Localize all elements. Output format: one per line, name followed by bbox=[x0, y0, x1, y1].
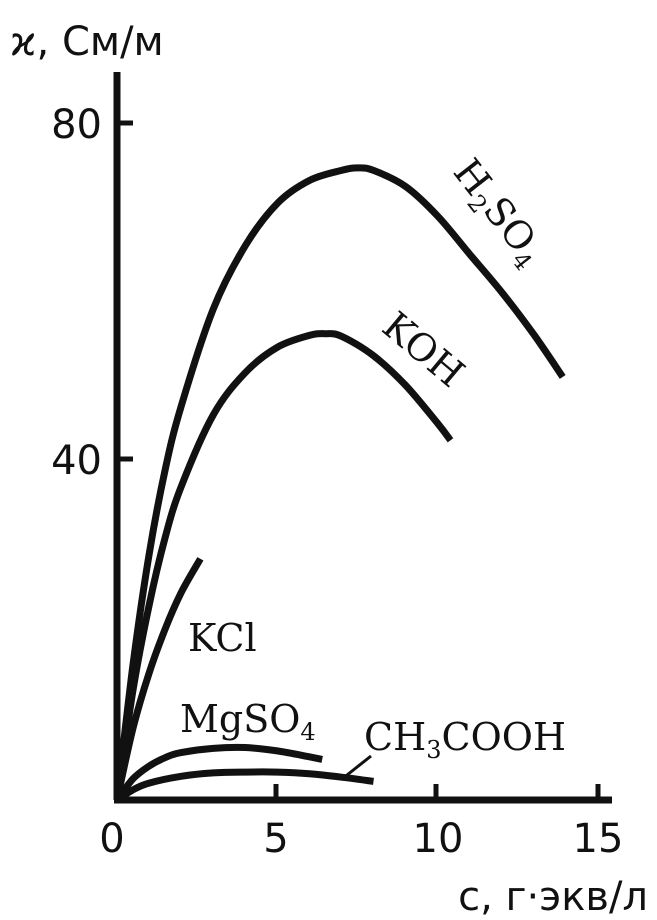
mgso4-label-main: MgSO bbox=[180, 697, 300, 741]
series-curve-ch3cooh bbox=[115, 768, 374, 803]
ch3cooh-label-mid: COOH bbox=[442, 715, 567, 759]
x-tick-label-0: 0 bbox=[99, 816, 124, 862]
series-label-h2so4: H2SO4 bbox=[441, 150, 554, 275]
x-axis-label: c, г·экв/л bbox=[458, 874, 648, 920]
series-label-kcl: KCl bbox=[188, 616, 257, 660]
y-axis-ticks: 40 80 bbox=[51, 102, 133, 484]
y-axis-label: ϰ, См/м bbox=[10, 19, 164, 65]
x-tick-label-10: 10 bbox=[413, 816, 464, 862]
x-tick-label-15: 15 bbox=[573, 816, 624, 862]
y-tick-label-80: 80 bbox=[51, 102, 102, 148]
series-curve-h2so4 bbox=[113, 164, 566, 801]
series-label-mgso4: MgSO4 bbox=[180, 697, 316, 746]
series-curves bbox=[113, 164, 566, 803]
x-tick-label-5: 5 bbox=[263, 816, 288, 862]
series-curve-kcl bbox=[113, 557, 204, 801]
mgso4-label-sub: 4 bbox=[300, 718, 315, 746]
x-axis-ticks: 0 5 10 15 bbox=[99, 784, 623, 862]
ch3cooh-label-main: CH bbox=[364, 715, 426, 759]
series-label-koh: KOH bbox=[374, 303, 473, 396]
ch3cooh-label-sub: 3 bbox=[426, 736, 441, 764]
h2so4-label-main: H bbox=[445, 150, 500, 203]
ch3cooh-leader-line bbox=[341, 754, 372, 781]
y-tick-label-40: 40 bbox=[51, 438, 102, 484]
series-curve-koh bbox=[113, 330, 454, 801]
series-label-ch3cooh: CH3COOH bbox=[364, 715, 566, 764]
series-curve-mgso4 bbox=[114, 743, 323, 803]
